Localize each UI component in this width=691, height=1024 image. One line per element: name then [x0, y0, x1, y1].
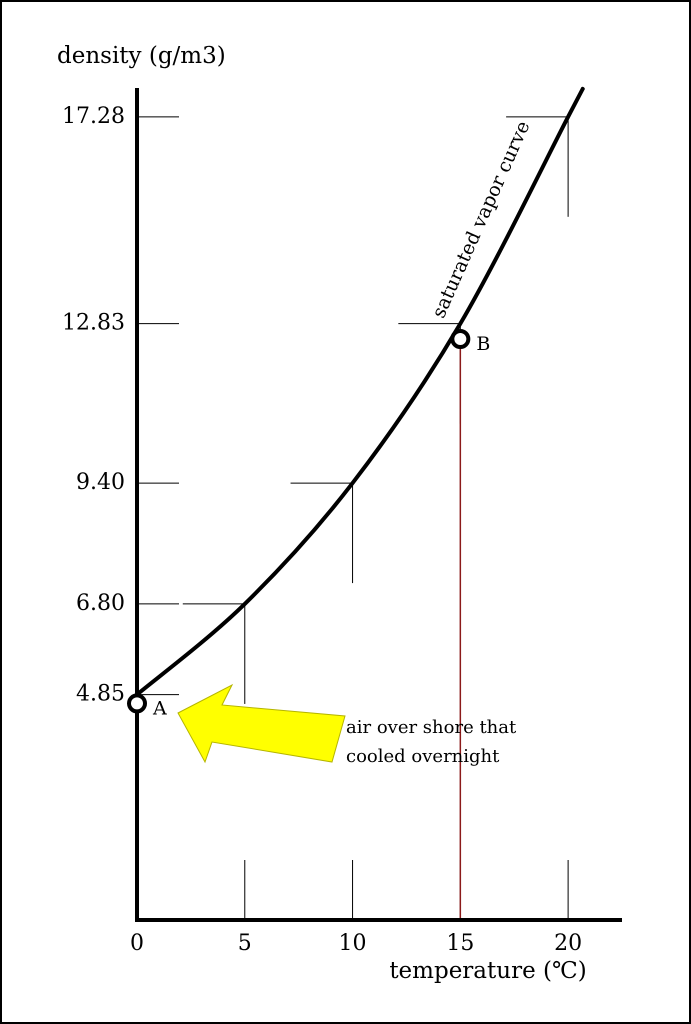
- point-label: A: [152, 697, 167, 719]
- x-tick-label: 20: [554, 931, 582, 956]
- y-tick-label: 17.28: [62, 104, 125, 129]
- curve: [135, 86, 585, 697]
- point-label: B: [476, 333, 490, 355]
- x-tick-label: 10: [339, 931, 367, 956]
- y-tick-label: 12.83: [62, 311, 125, 336]
- x-tick-label: 15: [446, 931, 474, 956]
- y-tick-label: 4.85: [76, 682, 125, 707]
- arrow: [177, 683, 346, 764]
- point: [127, 693, 147, 714]
- annotation: air over shore that: [346, 717, 517, 738]
- y-tick-label: 9.40: [76, 470, 125, 495]
- y-tick-label: 6.80: [76, 591, 125, 616]
- point: [450, 328, 471, 349]
- x-tick-label: 0: [130, 931, 144, 956]
- x-axis-title: temperature (℃): [389, 958, 586, 984]
- y-axis-title: density (g/m3): [57, 43, 226, 69]
- annotation: cooled overnight: [346, 746, 500, 767]
- x-tick-label: 5: [238, 931, 252, 956]
